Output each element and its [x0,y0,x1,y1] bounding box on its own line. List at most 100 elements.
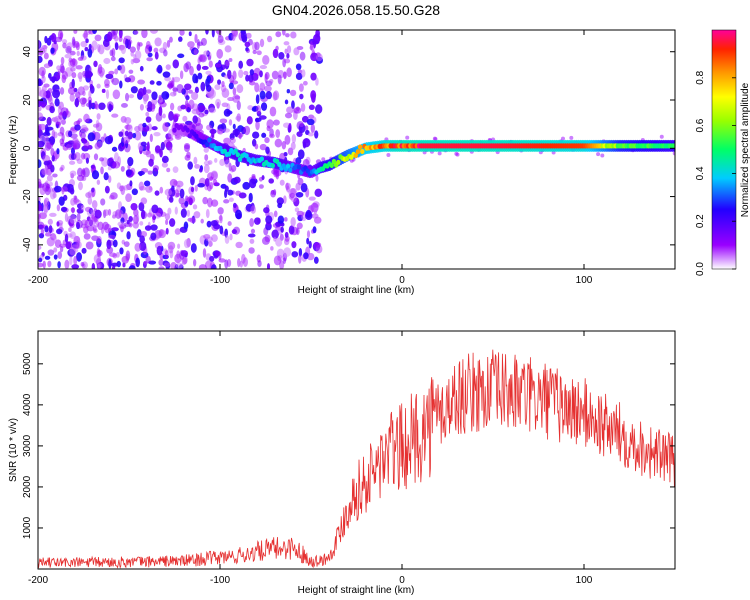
spectrogram-noise-blob [105,73,114,79]
snr-y-ticks: 1000 2000 3000 4000 5000 [22,352,675,539]
spectrogram-noise-blob [83,233,91,240]
spectrogram-noise-blob [246,58,254,67]
spectrogram-noise-blob [38,40,41,49]
spectrogram-noise-blob [165,64,171,71]
spectrogram-noise-blob [110,56,116,62]
colorbar-tick-label: 0.4 [695,166,706,180]
spectrogram-noise-blob [184,200,189,207]
spectrogram-noise-blob [198,105,206,112]
spectrogram-noise-blob [198,112,205,118]
spectrogram-noise-blob [154,145,161,154]
spectrogram-noise-blob [136,229,142,238]
colorbar-tick-label: 0.6 [695,118,706,132]
spectrogram-noise-blob [302,80,308,86]
spectrogram-noise-blob [59,87,65,95]
spectrogram-noise-blob [111,262,119,267]
snr-x-ticks: -200 -100 0 100 [28,331,593,586]
spectrogram-noise-blob [130,202,138,211]
spectrogram-noise-blob [45,126,54,131]
spectrogram-noise-blob [115,251,120,258]
spectrogram-noise-blob [41,167,49,176]
spectrogram-noise-blob [158,266,165,269]
spectrogram-noise-blob [294,207,300,213]
spectrogram-noise-blob [560,136,565,141]
spectrogram-noise-blob [127,124,133,133]
spectrogram-noise-blob [140,141,147,147]
spectrogram-noise-blob [143,180,151,187]
spectrogram-noise-blob [47,218,53,225]
spectrogram-noise-blob [238,132,242,140]
spectrogram-noise-blob [129,46,136,53]
spectrogram-noise-blob [192,115,198,124]
spectrogram-noise-blob [96,247,100,258]
spectrogram-noise-blob [39,186,46,196]
spectrogram-noise-blob [248,247,255,254]
snr-panel: -200 -100 0 100 1000 2000 3000 4000 5000 Height… [8,330,676,596]
spectrogram-noise-blob [207,197,213,208]
spectrogram-noise-blob [245,48,251,54]
spectrogram-noise-blob [108,234,116,239]
y-tick-label: 20 [22,94,33,106]
spectrogram-noise-blob [46,174,53,182]
spectrogram-noise-blob [74,124,81,131]
spectrogram-noise-blob [314,130,319,139]
spectrogram-noise-blob [119,80,123,89]
spectrogram-noise-blob [94,209,102,219]
spectrogram-noise-blob [270,246,274,251]
spectrogram-noise-blob [569,135,574,140]
spectrogram-noise-blob [41,103,46,109]
spectrogram-noise-blob [154,37,162,47]
spectrogram-noise-blob [149,80,155,85]
spectrogram-noise-blob [194,86,199,94]
spectrogram-noise-blob [298,254,302,264]
spectrogram-noise-blob [248,80,256,86]
spectrogram-noise-blob [138,181,144,191]
ridge-core [357,144,363,150]
spectrogram-noise-blob [77,56,84,61]
spectrogram-noise-blob [313,256,319,264]
spectrogram-noise-blob [296,222,303,230]
spectrogram-noise-blob [156,80,162,86]
spectrogram-noise-blob [87,132,96,142]
spectrogram-noise-blob [259,82,266,91]
spectrogram-noise-blob [303,252,309,260]
spectrogram-noise-blob [114,68,119,75]
spectrogram-noise-blob [58,196,65,206]
spectrogram-noise-blob [125,92,130,102]
spectrogram-noise-blob [102,221,109,231]
ridge-core [237,156,243,163]
spectrogram-noise-blob [44,225,49,233]
spectrogram-noise-blob [273,210,278,218]
spectrogram-noise-blob [203,163,210,174]
spectrogram-noise-blob [193,156,198,165]
spectrogram-noise-blob [130,50,134,57]
spectrogram-noise-blob [144,225,152,231]
spectrogram-noise-blob [165,227,169,235]
spectrogram-noise-blob [68,160,76,165]
spectrogram-noise-blob [251,174,256,179]
spectrogram-noise-blob [103,209,110,217]
spectrogram-noise-blob [172,76,181,83]
spectrogram-noise-blob [219,158,226,166]
spectrogram-noise-blob [52,173,58,178]
spectrogram-noise-blob [227,173,233,183]
spectrogram-noise-blob [236,100,241,111]
spectrogram-noise-blob [84,206,92,212]
spectrogram-noise-blob [69,231,76,240]
ridge-core [205,142,210,148]
spectrogram-noise-blob [234,209,242,220]
spectrogram-noise-blob [194,184,198,192]
spectrogram-noise-blob [107,227,112,233]
spectrogram-noise-blob [175,262,184,269]
spectrogram-noise-blob [54,98,60,107]
spectrogram-noise-blob [98,102,106,110]
spectrogram-noise-blob [67,86,76,95]
spectrogram-noise-blob [70,66,76,72]
spectrogram-noise-blob [172,59,180,69]
spectrogram-noise-blob [304,125,309,131]
spectrogram-noise-blob [70,198,76,206]
spectrogram-noise-blob [315,53,323,62]
spectrogram-noise-blob [238,60,244,69]
spectrogram-noise-blob [188,99,195,110]
